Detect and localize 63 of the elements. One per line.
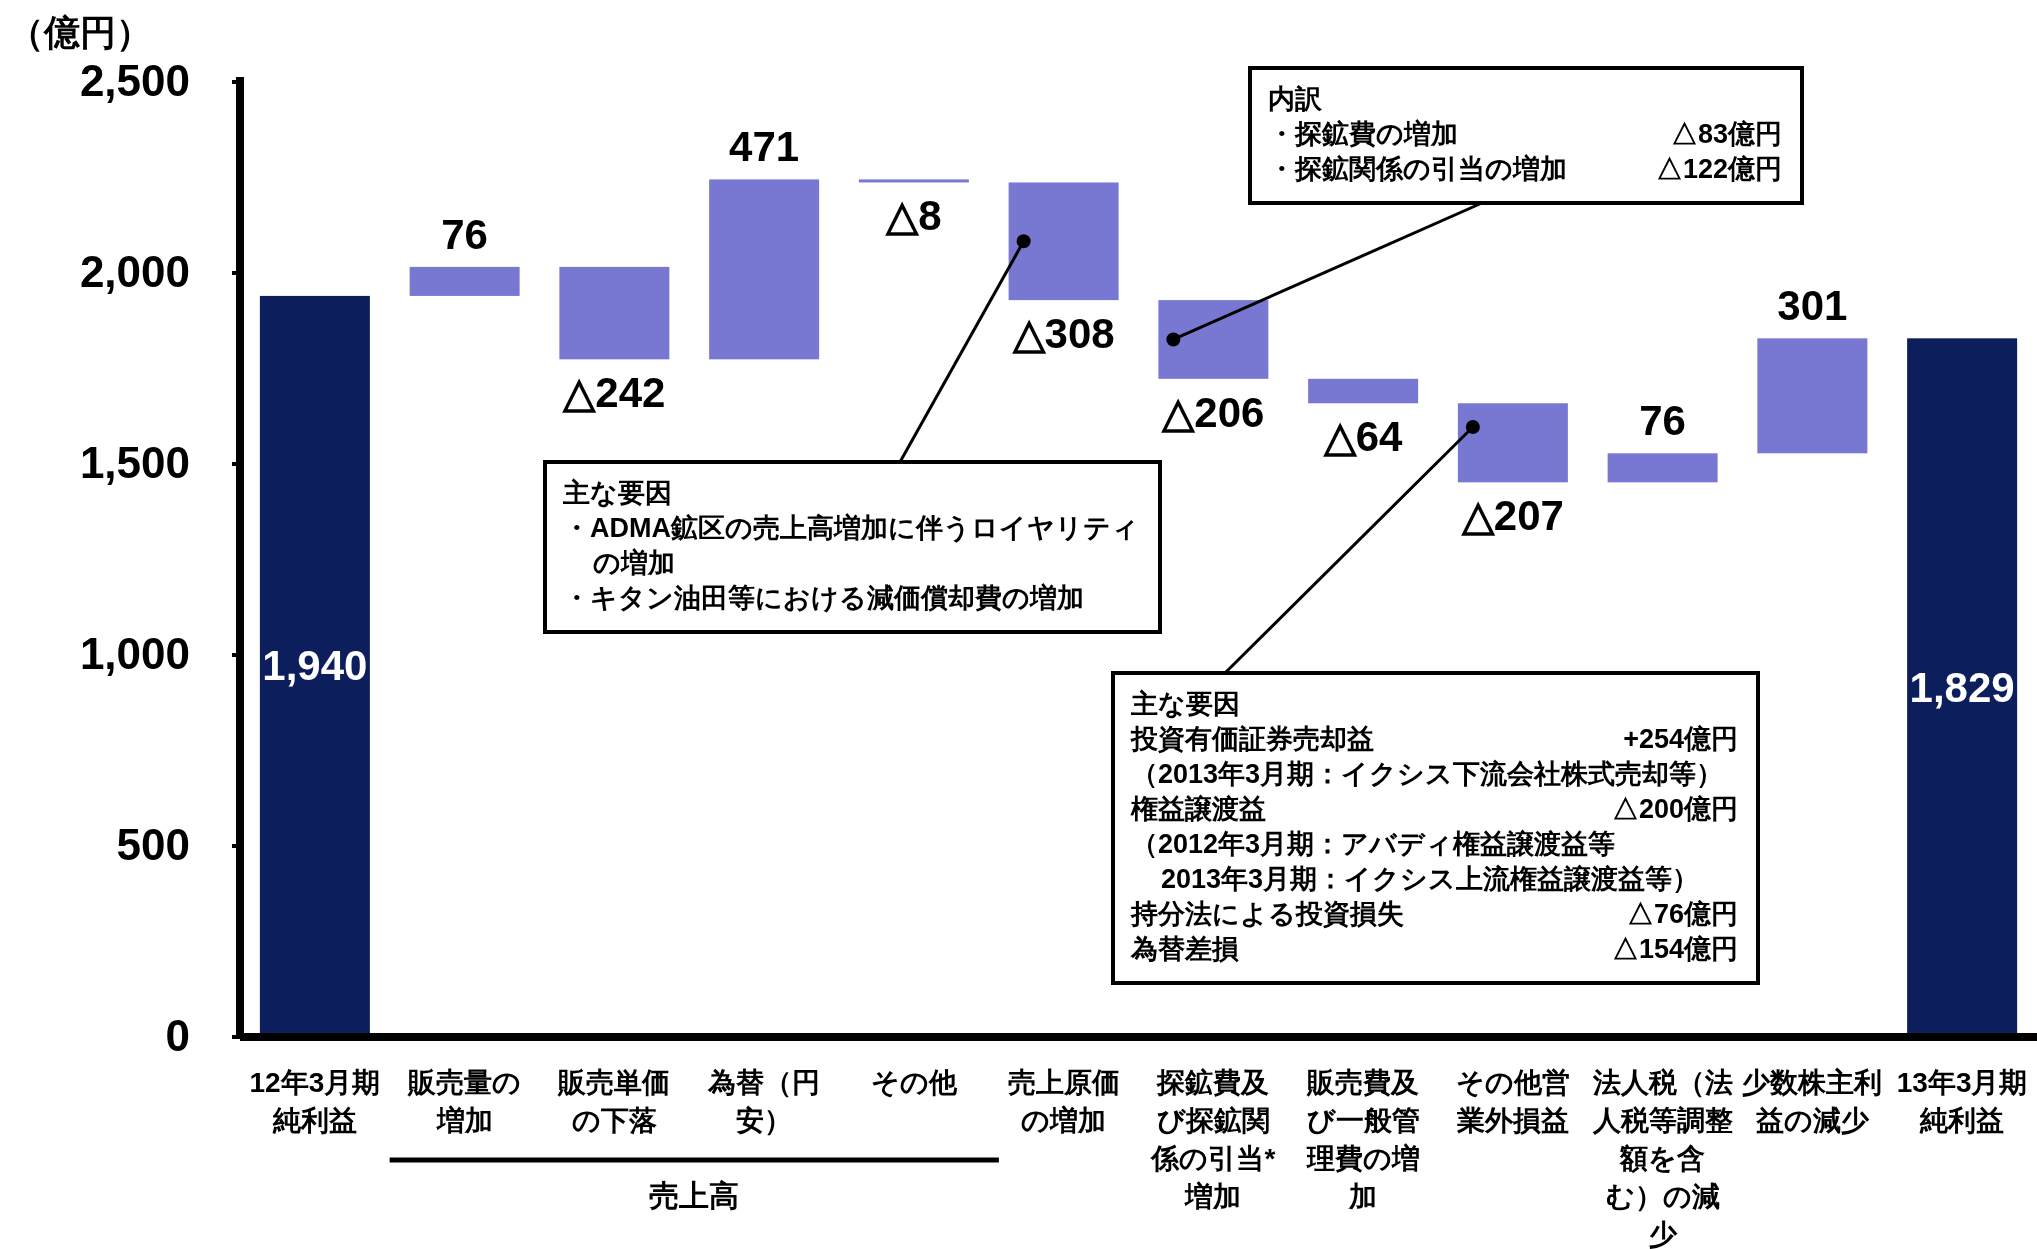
annotation: 2013年3月期：イクシス上流権益譲渡益等） bbox=[1161, 863, 1700, 896]
annotation: +254億円 bbox=[1623, 723, 1738, 756]
data-label: △206 bbox=[1161, 388, 1265, 436]
bar bbox=[559, 266, 670, 360]
data-label: △8 bbox=[885, 192, 942, 240]
x-tick-label: 販売費及び一般管理費の増加 bbox=[1305, 1066, 1421, 1214]
x-tick-label: 販売単価の下落 bbox=[556, 1066, 672, 1138]
bar bbox=[1757, 338, 1868, 454]
bar bbox=[709, 179, 820, 360]
x-tick-label: その他営業外損益 bbox=[1454, 1066, 1571, 1138]
data-label: 76 bbox=[1639, 397, 1686, 445]
data-label: △242 bbox=[562, 369, 666, 417]
annotation: （2013年3月期：イクシス下流会社株式売却等） bbox=[1131, 758, 1724, 791]
annotation: ・探鉱費の増加 bbox=[1268, 118, 1458, 151]
annotation: 主な要因 bbox=[563, 477, 672, 510]
annotation: △122億円 bbox=[1655, 153, 1782, 186]
data-label: 301 bbox=[1777, 282, 1848, 330]
annotation: △83億円 bbox=[1670, 118, 1782, 151]
annotation: 投資有価証券売却益 bbox=[1131, 723, 1374, 756]
bar bbox=[1008, 182, 1119, 301]
x-tick-label: 法人税（法人税等調整額を含む）の減少 bbox=[1592, 1066, 1733, 1249]
x-tick-label: 販売量の増加 bbox=[406, 1066, 523, 1138]
data-label: 471 bbox=[729, 123, 800, 171]
data-label: 76 bbox=[441, 210, 488, 258]
annotation: ・キタン油田等における減価償却費の増加 bbox=[563, 582, 1084, 615]
annotation: 持分法による投資損失 bbox=[1131, 898, 1404, 931]
data-label: △308 bbox=[1011, 310, 1115, 358]
bar bbox=[1607, 453, 1718, 483]
annotation: の増加 bbox=[593, 547, 675, 580]
bar bbox=[1308, 378, 1419, 404]
y-tick-label: 2,000 bbox=[79, 247, 190, 296]
annotation: ・探鉱関係の引当の増加 bbox=[1268, 153, 1567, 186]
x-tick-label: その他 bbox=[869, 1066, 958, 1100]
y-tick-label: 1,000 bbox=[79, 629, 190, 678]
annotation: △76億円 bbox=[1626, 898, 1738, 931]
annotation: ・ADMA鉱区の売上高増加に伴うロイヤリティ bbox=[563, 512, 1139, 545]
bar bbox=[858, 179, 969, 183]
y-tick-label: 2,500 bbox=[79, 56, 190, 105]
data-label: △64 bbox=[1322, 413, 1404, 461]
data-label: △207 bbox=[1460, 492, 1564, 540]
bar bbox=[409, 266, 520, 296]
annotation: △200億円 bbox=[1611, 793, 1738, 826]
annotation: （2012年3月期：アバディ権益譲渡益等 bbox=[1131, 828, 1616, 861]
x-tick-label: 13年3月期純利益 bbox=[1895, 1066, 2029, 1138]
annotation: 内訳 bbox=[1268, 83, 1322, 116]
x-tick-label: 少数株主利益の減少 bbox=[1742, 1066, 1883, 1138]
y-axis-title: （億円） bbox=[8, 12, 152, 53]
bar bbox=[1158, 300, 1269, 379]
x-tick-label: 売上原価の増加 bbox=[1006, 1066, 1121, 1138]
bar bbox=[1457, 403, 1568, 483]
x-tick-label: 12年3月期純利益 bbox=[248, 1066, 382, 1138]
y-tick-label: 500 bbox=[116, 820, 190, 869]
annotation: 為替差損 bbox=[1131, 933, 1239, 966]
data-label: 1,940 bbox=[262, 642, 368, 690]
y-tick-label: 1,500 bbox=[79, 438, 190, 487]
annotation: △154億円 bbox=[1611, 933, 1738, 966]
y-tick-label: 0 bbox=[165, 1011, 190, 1060]
data-label: 1,829 bbox=[1909, 663, 2015, 711]
x-tick-label: 為替（円安） bbox=[706, 1066, 822, 1138]
x-tick-label: 探鉱費及び探鉱関係の引当*増加 bbox=[1149, 1066, 1277, 1214]
text: 売上高 bbox=[649, 1179, 740, 1212]
annotation: 権益譲渡益 bbox=[1131, 793, 1266, 826]
annotation: 主な要因 bbox=[1131, 688, 1240, 721]
